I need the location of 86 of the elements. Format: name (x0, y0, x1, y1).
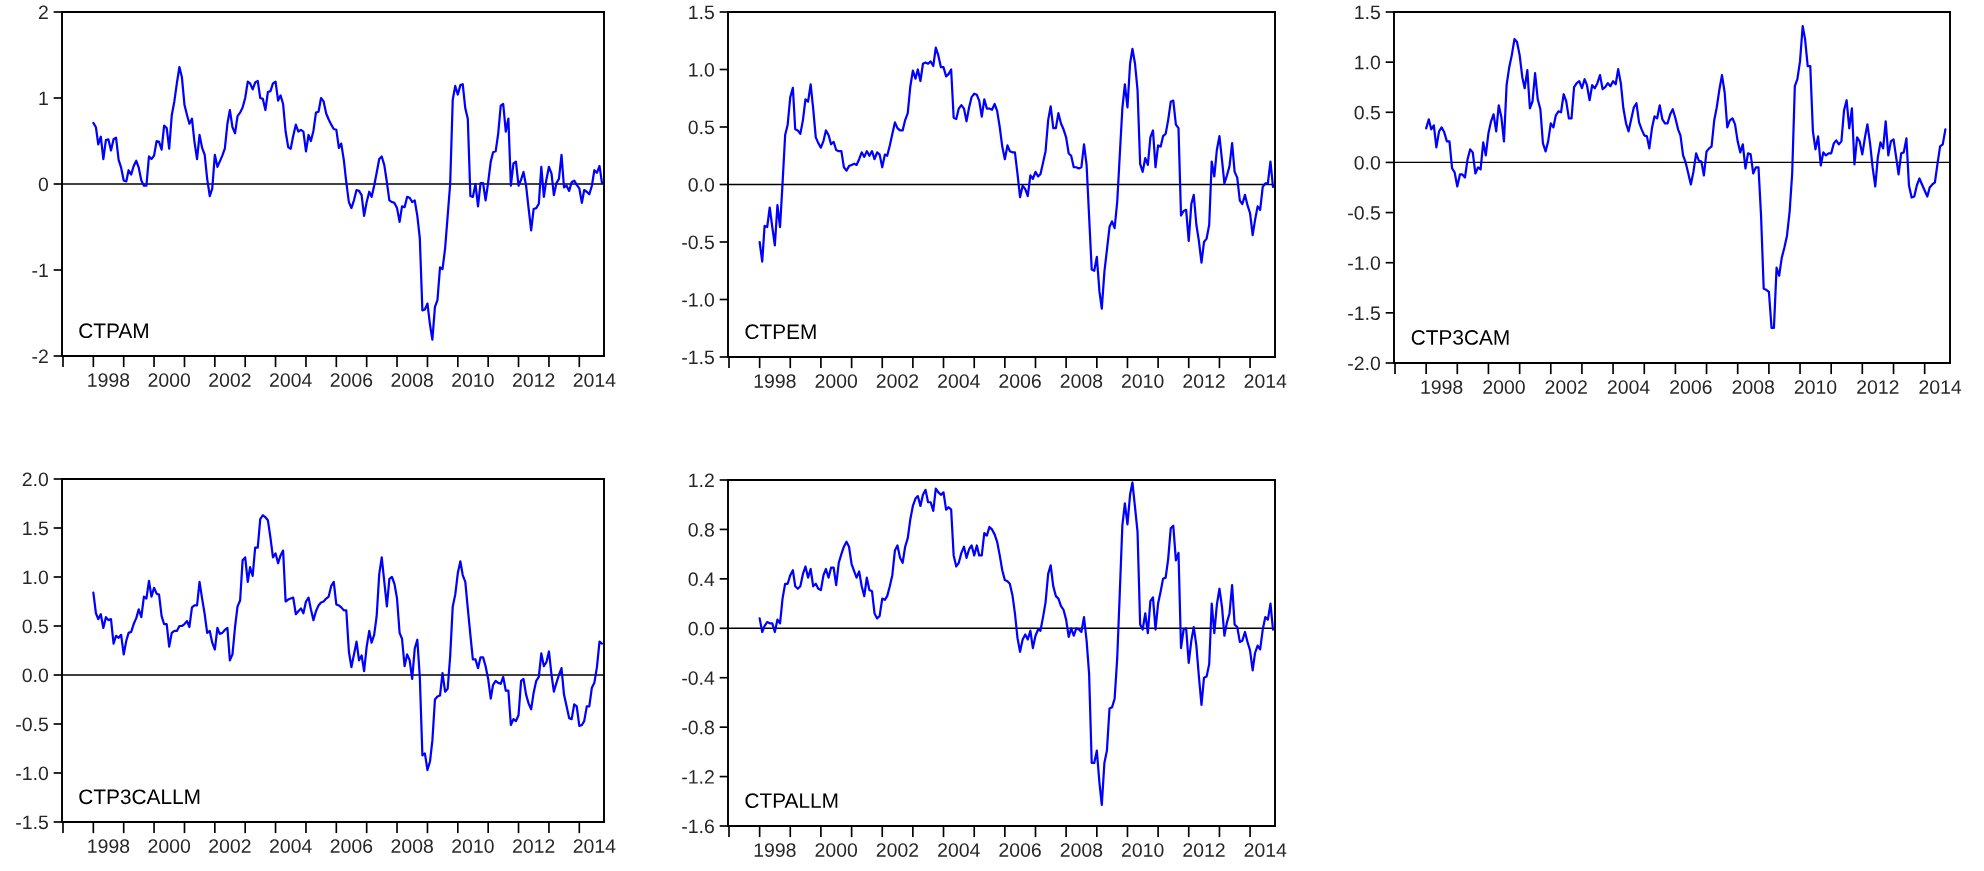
text: CTPALLM (745, 793, 838, 809)
x-tick-label: 2012 (1857, 380, 1899, 394)
x-tick-label: 2002 (876, 374, 919, 388)
x-tick-label: 2008 (1732, 380, 1774, 394)
x-tick-label: 2012 (513, 839, 555, 853)
y-tick-label: -0.5 (1348, 206, 1380, 220)
x-tick-label: 2010 (1794, 380, 1837, 394)
x-tick-label: 2010 (452, 839, 494, 853)
y-tick-label: -0.5 (16, 717, 48, 732)
y-tick-label: -2.0 (1348, 356, 1381, 371)
y-tick-label: 1 (39, 91, 48, 106)
x-tick-label: 2000 (815, 843, 858, 857)
x-tick-label: 2010 (1122, 843, 1164, 857)
text: CTP3CALLM (79, 789, 200, 805)
x-tick-label: 2004 (270, 373, 312, 387)
x-tick-label: 2004 (938, 374, 980, 388)
x-tick-label: 2012 (1183, 374, 1225, 388)
x-tick-label: 1998 (88, 373, 130, 387)
y-tick-label: 1.0 (689, 62, 715, 77)
y-tick-label: -1.2 (682, 770, 714, 784)
x-tick-label: 2006 (330, 373, 373, 387)
y-tick-label: -2 (32, 349, 48, 364)
y-tick-label: 0.5 (688, 120, 714, 135)
y-tick-label: 0.0 (1354, 155, 1381, 170)
y-tick-label: -1.0 (16, 766, 49, 781)
y-tick-label: -1.0 (682, 292, 715, 307)
x-tick-label: 2010 (1122, 374, 1164, 388)
x-tick-label: 2014 (1244, 374, 1287, 388)
y-tick-label: -1.6 (682, 819, 714, 834)
x-tick-label: 2000 (815, 374, 858, 388)
y-tick-label: 0.4 (688, 572, 715, 587)
x-tick-label: 2000 (148, 373, 191, 387)
x-tick-label: 2008 (391, 373, 433, 387)
x-tick-label: 2014 (1919, 380, 1962, 394)
x-tick-label: 1998 (754, 843, 796, 857)
y-tick-label: -1.5 (1348, 306, 1380, 321)
y-tick-label: 0.5 (1354, 105, 1380, 120)
y-tick-label: 1.5 (23, 521, 48, 536)
x-tick-label: 2014 (573, 373, 616, 387)
x-tick-label: 1998 (754, 374, 796, 388)
x-tick-label: 2008 (1060, 843, 1103, 857)
text: CTPEM (745, 324, 816, 340)
y-tick-label: 2 (38, 5, 48, 20)
x-tick-label: 2006 (999, 843, 1041, 857)
x-tick-label: 2012 (513, 373, 555, 387)
x-tick-label: 1998 (1421, 380, 1463, 394)
x-tick-label: 2014 (1244, 843, 1287, 857)
x-tick-label: 2002 (209, 839, 251, 853)
y-tick-label: 2.0 (22, 472, 49, 487)
x-tick-label: 2000 (1483, 380, 1525, 394)
x-tick-label: 2008 (1060, 374, 1103, 388)
y-tick-label: -0.8 (682, 720, 714, 735)
x-tick-label: 2012 (1183, 843, 1225, 857)
y-tick-label: 0.5 (22, 619, 48, 634)
y-tick-label: 1.2 (689, 473, 714, 488)
y-tick-label: -1 (32, 263, 48, 278)
y-tick-label: -1.0 (1348, 256, 1381, 270)
x-tick-label: 2004 (270, 839, 312, 853)
y-tick-label: 0.0 (688, 177, 715, 192)
y-tick-label: 0.0 (22, 668, 49, 683)
x-tick-label: 2004 (1607, 380, 1650, 394)
x-tick-label: 2004 (938, 843, 980, 857)
x-tick-label: 2014 (573, 839, 616, 853)
x-tick-label: 1998 (88, 839, 130, 853)
y-tick-label: 0 (38, 177, 49, 192)
y-tick-label: 0.8 (688, 522, 714, 537)
x-tick-label: 2002 (209, 373, 251, 387)
x-tick-label: 2006 (330, 839, 373, 853)
y-tick-label: 1.0 (23, 570, 49, 585)
x-tick-label: 2006 (999, 374, 1041, 388)
text: CTPAM (79, 323, 148, 339)
text: CTP3CAM (1411, 330, 1509, 345)
y-tick-label: 1.5 (1355, 5, 1380, 20)
x-tick-label: 2002 (876, 843, 919, 857)
y-tick-label: 1.0 (1355, 55, 1381, 70)
x-tick-label: 2008 (391, 839, 433, 853)
y-tick-label: 0.0 (688, 621, 715, 636)
y-tick-label: 1.5 (689, 5, 714, 20)
y-tick-label: -0.4 (682, 671, 715, 685)
y-tick-label: -0.5 (682, 235, 714, 250)
x-tick-label: 2000 (148, 839, 191, 853)
x-tick-label: 2006 (1670, 380, 1712, 394)
x-tick-label: 2010 (452, 373, 494, 387)
y-tick-label: -1.5 (16, 815, 48, 830)
x-tick-label: 2002 (1545, 380, 1587, 394)
y-tick-label: -1.5 (682, 350, 714, 365)
